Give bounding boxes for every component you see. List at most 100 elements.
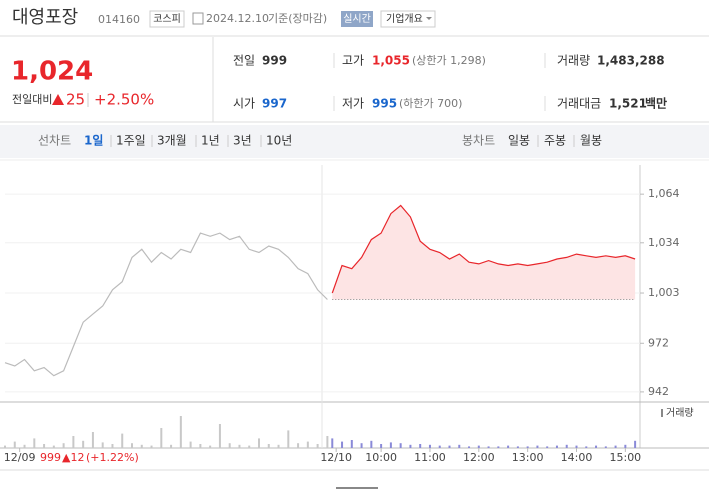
tab-group-label: 봉차트 [462, 134, 495, 148]
tab[interactable]: 1일 [84, 134, 103, 148]
lower-limit: (하한가 700) [399, 96, 462, 110]
volume-bar [33, 438, 36, 448]
volume-bar [458, 444, 461, 448]
price-line [4, 232, 328, 377]
volume-bar [13, 441, 16, 448]
upper-limit: (상한가 1,298) [412, 54, 486, 67]
up-triangle [52, 94, 64, 105]
tab[interactable]: 주봉 [544, 134, 566, 148]
volume-bar [507, 445, 510, 448]
volume-bar [350, 440, 353, 448]
volume-bar [150, 445, 153, 448]
area [332, 205, 636, 300]
current-price: 1,024 [11, 57, 93, 87]
volume-bar [595, 445, 598, 448]
volume-bar [189, 441, 192, 448]
volume-bar [248, 445, 251, 448]
volume-bar [360, 443, 363, 448]
volume-icon [661, 409, 663, 417]
volume-bar [468, 446, 471, 448]
volume-bar [62, 443, 65, 448]
tab[interactable]: 10년 [266, 134, 292, 148]
stat-unit: 백만 [645, 96, 667, 111]
footer-rate: (+1.22%) [86, 451, 139, 464]
volume-bar [238, 444, 241, 448]
volume-bar [419, 444, 422, 448]
market: 코스피 [153, 13, 181, 25]
x-tick-label: 11:00 [414, 451, 446, 464]
volume-bar [370, 440, 373, 448]
realtime-button[interactable] [341, 11, 373, 27]
volume-bar [438, 445, 441, 448]
tab-group-label: 선차트 [38, 134, 71, 148]
volume-bar [170, 444, 173, 448]
y-tick-label: 942 [648, 385, 669, 398]
volume-bar [287, 430, 290, 448]
volume-bar [326, 436, 329, 448]
stat-value: 1,521 [609, 97, 647, 111]
volume-bar [634, 440, 637, 448]
stat-label: 전일 [233, 54, 255, 68]
volume-bar [160, 428, 163, 448]
x-tick-label: 15:00 [609, 451, 641, 464]
volume-bar [179, 416, 182, 448]
volume-bar [121, 433, 124, 448]
volume-bar [218, 424, 221, 448]
stat-label: 저가 [342, 97, 364, 111]
volume-bar [614, 445, 617, 448]
tab[interactable]: 3년 [233, 134, 252, 148]
volume-bar [4, 445, 6, 448]
tab[interactable]: 1년 [201, 134, 220, 148]
y-tick-label: 1,034 [648, 236, 680, 249]
footer-change: ▲12 [62, 451, 84, 464]
volume-bar [297, 443, 300, 448]
volume-bar [389, 442, 392, 448]
volume-label: 거래량 [666, 407, 694, 419]
volume-bar [267, 444, 270, 448]
change-rate: +2.50% [94, 91, 154, 109]
volume-bar [228, 443, 231, 448]
tab[interactable]: 1주일 [116, 134, 146, 148]
realtime[interactable]: 실시간 [343, 13, 371, 25]
volume-bar [111, 444, 114, 448]
volume-bar [546, 446, 549, 448]
tab[interactable]: 3개월 [157, 134, 187, 148]
volume-bar [316, 444, 319, 448]
calendar-icon [192, 12, 204, 25]
volume-bar [477, 445, 480, 448]
change-label: 전일대비 [12, 92, 52, 106]
market-badge [149, 10, 185, 28]
volume-bar [277, 444, 280, 448]
volume-bar [516, 446, 519, 448]
price-line [331, 204, 636, 294]
volume-bar [43, 444, 46, 448]
stat-label: 고가 [342, 54, 364, 68]
date: 2024.12.10 [206, 12, 269, 25]
volume-bar [487, 446, 490, 448]
y-tick-label: 1,064 [648, 187, 680, 200]
volume-bar [604, 446, 607, 448]
tab[interactable]: 일봉 [508, 134, 530, 148]
volume-bar [306, 441, 309, 448]
volume-bar [526, 446, 529, 448]
stat-label: 거래량 [557, 54, 590, 68]
stat-label: 거래대금 [557, 97, 601, 111]
volume-bar [497, 446, 500, 448]
overview[interactable]: 기업개요 [386, 12, 423, 25]
volume-bar [565, 444, 568, 448]
volume-bar [331, 438, 334, 448]
tab[interactable]: 월봉 [580, 134, 602, 148]
volume-bar [536, 445, 539, 448]
volume-bar [624, 444, 627, 448]
volume-bar [380, 444, 383, 448]
volume-bar [555, 445, 558, 448]
stat-value: 995 [372, 97, 397, 111]
tab-bar [0, 125, 709, 158]
y-tick-label: 1,003 [648, 286, 680, 299]
volume-bar [72, 436, 75, 448]
overview-button[interactable] [380, 10, 436, 28]
stat-label: 시가 [233, 97, 255, 111]
x-tick-label: 10:00 [365, 451, 397, 464]
volume-bar [140, 444, 143, 448]
